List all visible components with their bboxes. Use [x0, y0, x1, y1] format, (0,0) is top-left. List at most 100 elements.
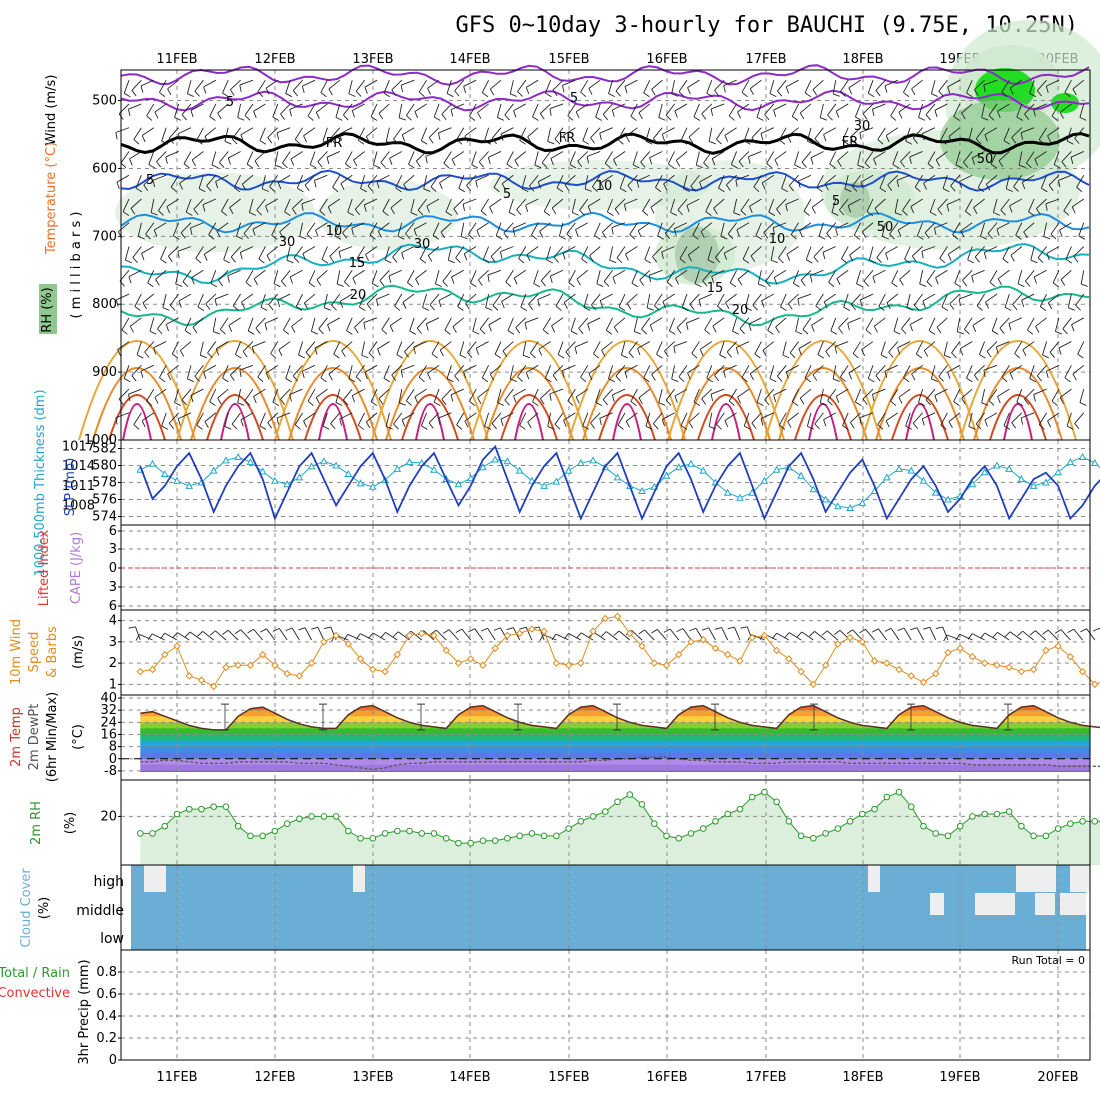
wind-barb-flag — [294, 424, 301, 430]
wind-barb — [901, 317, 911, 329]
wind-barb-flag — [348, 93, 356, 97]
wind-barb-flag — [200, 354, 207, 359]
wind-barb — [1021, 293, 1035, 301]
wind-barb — [327, 198, 341, 208]
y-tick-label: 900 — [92, 365, 117, 380]
wind-barb-flag — [663, 350, 669, 358]
wind-barb — [839, 365, 849, 378]
wind-barb-flag — [861, 349, 866, 357]
wind-barb — [218, 269, 229, 281]
wind-barb-flag — [154, 397, 159, 404]
wind-barb — [877, 412, 886, 425]
wind-barb-flag — [181, 114, 187, 121]
wind-barb — [459, 341, 465, 356]
wind-barb-flag — [973, 207, 978, 214]
wind-barb — [515, 317, 527, 328]
wind-barb — [707, 246, 713, 261]
wind-barb — [241, 293, 254, 303]
wind-barb — [922, 127, 936, 135]
wind-barb — [527, 127, 539, 138]
wind-barb-flag — [1035, 208, 1041, 215]
rh-line-point — [810, 834, 817, 842]
wind-barb-flag — [1016, 116, 1024, 121]
wind-barb-flag — [245, 282, 252, 288]
wind-barb — [329, 246, 341, 257]
wind-barb-flag — [791, 116, 799, 121]
wind-barb — [972, 151, 985, 159]
wind-barb-flag — [547, 426, 555, 430]
wind-barb-flag — [962, 280, 968, 287]
wind-barb — [222, 80, 229, 94]
wind-barb — [260, 293, 266, 308]
wind-barb-flag — [543, 211, 551, 216]
thickness-line-point — [931, 488, 940, 496]
wind-barb — [414, 222, 427, 230]
wind-barb — [959, 633, 973, 641]
thickness-line-point — [393, 464, 402, 472]
wind-barb — [803, 198, 812, 212]
wind-barb-flag — [968, 426, 976, 430]
wind-barb-flag — [918, 116, 925, 121]
wind-barb-flag — [333, 353, 340, 359]
wind-speed-line-point — [430, 631, 438, 640]
wind-barb — [798, 174, 812, 182]
wind-speed-line-point — [626, 629, 634, 638]
wind-speed-line-point — [344, 640, 353, 648]
wind-barb — [409, 317, 415, 332]
wind-barb — [624, 198, 638, 205]
wind-barb — [529, 341, 539, 354]
wind-barb-flag — [764, 399, 770, 406]
wind-barb — [314, 341, 328, 349]
wind-speed-line-point — [552, 659, 561, 667]
wind-barb-flag — [575, 229, 579, 237]
wind-barb — [961, 388, 973, 399]
wind-barb-flag — [549, 276, 553, 284]
rh-line-point — [234, 822, 242, 830]
wind-barb-flag — [770, 259, 778, 264]
contour-label: 30 — [279, 235, 296, 250]
wind-barb-flag — [268, 304, 274, 311]
wind-barb — [999, 317, 1010, 329]
wind-barb-flag — [475, 180, 478, 188]
wind-barb — [234, 341, 242, 355]
wind-barb — [806, 127, 812, 142]
wind-barb-flag — [289, 394, 292, 402]
wind-barb — [743, 127, 750, 142]
wind-barb-flag — [781, 188, 789, 193]
wind-barb-flag — [149, 330, 157, 335]
wind-barb — [691, 341, 700, 354]
wind-barb-flag — [130, 208, 136, 215]
wind-barb — [239, 79, 254, 86]
wind-barb — [513, 103, 527, 112]
wind-barb — [699, 341, 713, 350]
wind-barb — [749, 198, 762, 207]
wind-barb-flag — [625, 135, 630, 143]
wind-barb-flag — [365, 254, 370, 262]
wind-barb — [679, 246, 688, 259]
boundary-layer-contour — [989, 394, 1047, 441]
wind-barb — [770, 246, 775, 261]
wind-barb — [575, 103, 589, 113]
wind-barb-flag — [664, 232, 670, 239]
wind-barb — [819, 388, 824, 403]
wind-barb-flag — [998, 160, 1004, 167]
wind-barb-flag — [172, 632, 178, 639]
isotherm-line — [120, 132, 1090, 155]
wind-barb-flag — [925, 114, 931, 121]
wind-barb — [183, 151, 192, 164]
wind-barb-flag — [711, 276, 715, 284]
wind-barb-flag — [703, 162, 709, 169]
wind-barb-flag — [861, 231, 867, 238]
wind-barb — [795, 317, 800, 332]
wind-barb-flag — [220, 329, 226, 335]
wind-barb-flag — [741, 91, 748, 98]
wind-barb-flag — [514, 160, 519, 167]
wind-barb — [1066, 412, 1072, 427]
wind-barb-flag — [685, 322, 689, 330]
wind-barb-flag — [959, 348, 964, 356]
wind-barb — [361, 341, 366, 356]
wind-barb — [649, 151, 663, 159]
wind-barb — [726, 341, 737, 353]
wind-barb — [737, 388, 750, 398]
wind-barb — [915, 341, 924, 355]
